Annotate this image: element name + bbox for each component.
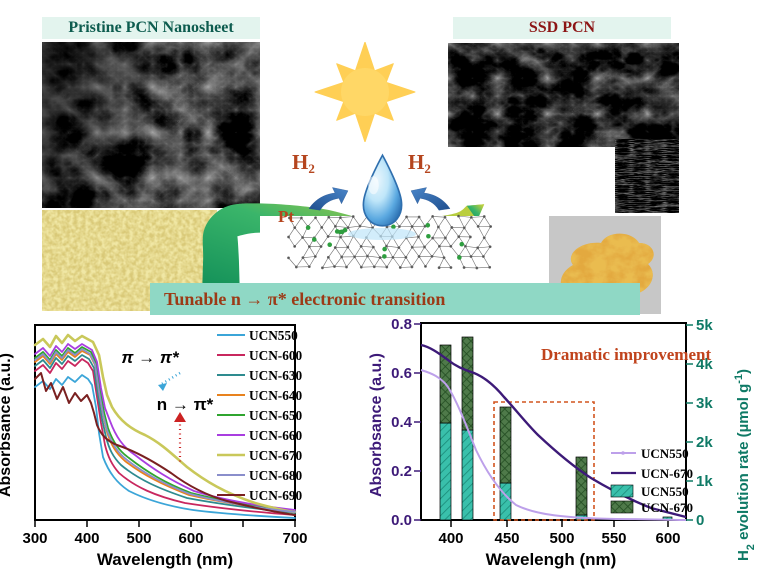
svg-text:UCN-670: UCN-670 xyxy=(641,466,693,481)
svg-text:H2 evolution rate (µmol g-1): H2 evolution rate (µmol g-1) xyxy=(733,369,757,561)
svg-text:450: 450 xyxy=(494,530,519,547)
svg-text:500: 500 xyxy=(126,530,151,547)
svg-text:0.6: 0.6 xyxy=(391,365,412,382)
svg-text:UCN-660: UCN-660 xyxy=(249,428,303,443)
svg-text:Absorbsance (a.u.): Absorbsance (a.u.) xyxy=(368,353,385,497)
svg-text:Wavelength (nm): Wavelength (nm) xyxy=(97,550,233,569)
svg-text:Wavelengh (nm): Wavelengh (nm) xyxy=(486,550,617,569)
svg-text:3k: 3k xyxy=(696,395,713,412)
svg-text:UCN-690: UCN-690 xyxy=(249,488,303,503)
svg-text:600: 600 xyxy=(655,530,680,547)
svg-text:π → π*: π → π* xyxy=(121,348,180,367)
svg-text:UCN-670: UCN-670 xyxy=(641,500,693,515)
svg-text:1k: 1k xyxy=(696,473,713,490)
svg-text:n → π*: n → π* xyxy=(157,395,214,414)
svg-text:Absorbsance (a.u.): Absorbsance (a.u.) xyxy=(0,353,14,497)
svg-text:UCN550: UCN550 xyxy=(641,446,689,461)
svg-text:UCN-670: UCN-670 xyxy=(249,448,303,463)
svg-text:700: 700 xyxy=(282,530,307,547)
svg-text:5k: 5k xyxy=(696,317,713,334)
svg-text:0.8: 0.8 xyxy=(391,316,412,333)
svg-text:0.0: 0.0 xyxy=(391,512,412,529)
svg-text:2k: 2k xyxy=(696,434,713,451)
svg-text:UCN-650: UCN-650 xyxy=(249,408,303,423)
svg-text:UCN-600: UCN-600 xyxy=(249,348,303,363)
svg-text:0.2: 0.2 xyxy=(391,463,412,480)
svg-text:550: 550 xyxy=(601,530,626,547)
svg-text:0.4: 0.4 xyxy=(391,414,413,431)
svg-text:UCN550: UCN550 xyxy=(641,484,689,499)
svg-text:UCN550: UCN550 xyxy=(249,328,298,343)
svg-text:400: 400 xyxy=(74,530,99,547)
svg-text:400: 400 xyxy=(438,530,463,547)
svg-text:500: 500 xyxy=(549,530,574,547)
svg-text:UCN-630: UCN-630 xyxy=(249,368,303,383)
svg-text:300: 300 xyxy=(22,530,47,547)
svg-text:600: 600 xyxy=(178,530,203,547)
svg-text:Dramatic improvement: Dramatic improvement xyxy=(541,345,711,364)
svg-text:0: 0 xyxy=(696,512,704,529)
svg-text:UCN-680: UCN-680 xyxy=(249,468,303,483)
svg-text:UCN-640: UCN-640 xyxy=(249,388,303,403)
